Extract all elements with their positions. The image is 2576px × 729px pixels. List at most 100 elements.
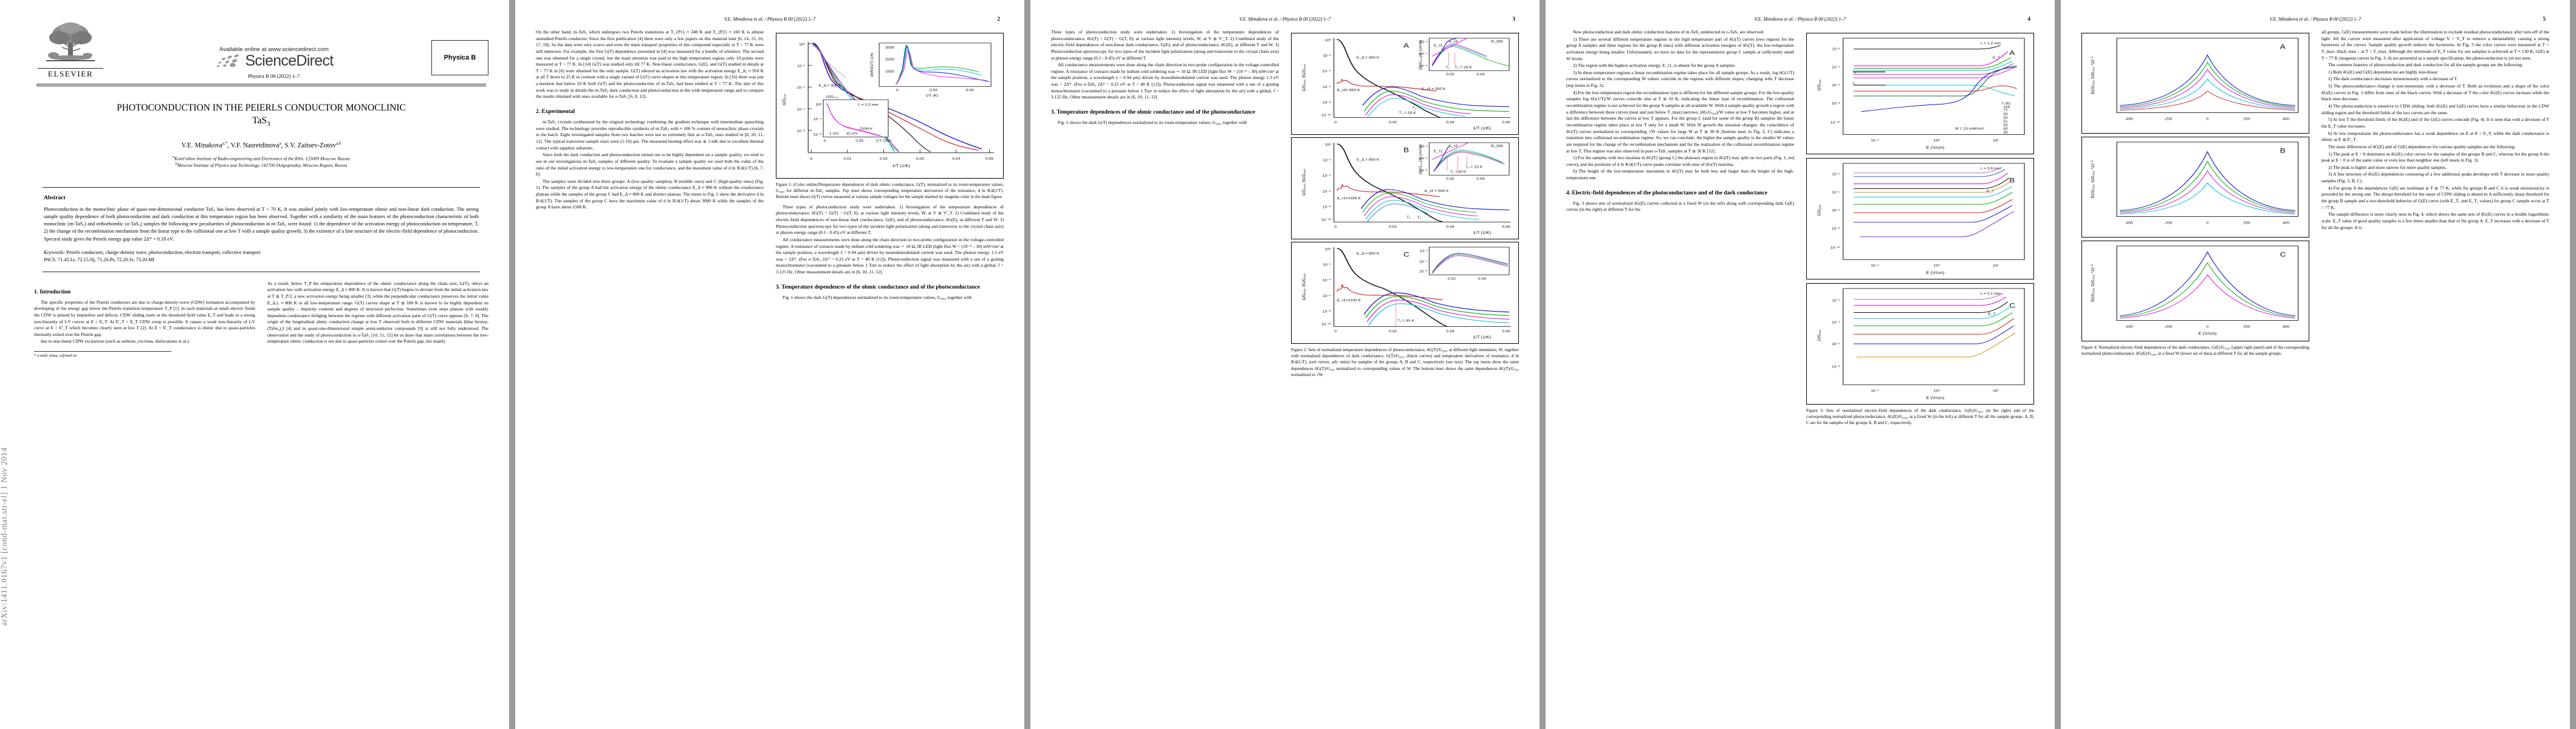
svg-text:10⁻²: 10⁻² xyxy=(1420,41,1428,44)
paragraph: 4) For the low-temperature region the re… xyxy=(1566,89,1794,154)
svg-text:0.02: 0.02 xyxy=(1448,278,1456,281)
svg-text:10⁻¹⁰: 10⁻¹⁰ xyxy=(1831,246,1841,250)
svg-text:10⁻²: 10⁻² xyxy=(1420,145,1428,148)
running-head-text: V.E. Minakova et al. / Physica B 00 (202… xyxy=(2269,16,2362,22)
page-3-column-left: Three types of photoconduction study wer… xyxy=(1051,29,1279,382)
svg-text:-400: -400 xyxy=(2125,326,2133,329)
svg-text:1000: 1000 xyxy=(885,70,895,74)
running-head-text: V.E. Minakova et al. / Physica B 00 (202… xyxy=(724,16,816,22)
svg-text:T₂: T₂ xyxy=(1852,71,1857,74)
svg-text:E (V/cm): E (V/cm) xyxy=(1926,146,1944,150)
svg-text:R_300: R_300 xyxy=(1491,40,1503,43)
paragraph: New photoconduction and dark ohmic condu… xyxy=(1573,29,1764,35)
paragraph: All conductance measurements were done a… xyxy=(1051,62,1279,100)
svg-text:10⁻²: 10⁻² xyxy=(1871,140,1879,143)
svg-text:T (K): T (K) xyxy=(2002,102,2011,105)
svg-text:0.03: 0.03 xyxy=(916,158,925,161)
page-5-columns: -400 -200 0 200 400 A δG/G₃₀₀, G/G₃₀₀, *10⁻… xyxy=(2081,29,2549,360)
svg-text:10⁰: 10⁰ xyxy=(1325,38,1332,42)
masthead: ELSEVIER Available online at www.science… xyxy=(34,19,488,79)
figure-2-panel-C: 10⁰ 10⁻² 10⁻⁴ 10⁻⁶ 10⁻⁸ 10⁻¹⁰ 0 0.02 0.04 0.06 … xyxy=(1291,242,1519,344)
pacs-label: PACS: xyxy=(44,257,57,263)
author-1: V.E. Minakova xyxy=(181,142,222,149)
paragraph: 3) A fine structure of δG(E) dependences… xyxy=(2321,171,2549,184)
affil-b-sup: b xyxy=(175,162,177,166)
paragraph: 3) In these temperature regions a linear… xyxy=(1566,69,1794,89)
page-1-column-left: 1. Introduction The specific properties … xyxy=(34,281,255,358)
paragraph: 2) The dark conductance decreases monoto… xyxy=(2328,76,2458,82)
paragraph: 2) The region with the highest activatio… xyxy=(1573,63,1736,69)
paragraph: On the other hand, m-TaS₃ which undergoe… xyxy=(536,29,764,100)
figure-4-panel-C: -400 -200 0 200 400 C δG/G₃₀₀, G/G₃₀₀, *10⁻… xyxy=(2081,241,2309,341)
svg-text:E_T: E_T xyxy=(1987,190,1995,193)
paragraph: Since both the dark conduction and photo… xyxy=(536,152,764,177)
page-4-columns: New photoconduction and dark ohmic condu… xyxy=(1566,29,2034,430)
figure-2: 10⁰ 10⁻² 10⁻⁴ 10⁻⁶ 10⁻⁸ 10⁻¹⁰ 0 0.02 0.04 0.06 … xyxy=(1291,33,1519,378)
page-2-column-left: On the other hand, m-TaS₃ which undergoe… xyxy=(536,29,764,301)
svg-text:10⁻⁶: 10⁻⁶ xyxy=(1419,169,1428,173)
figure-3B-svg: 10⁻² 10⁻⁴ 10⁻⁶ 10⁻⁸ 10⁻¹⁰ 10⁻² 10⁰ 10² E (V/c… xyxy=(1807,159,2033,279)
svg-text:0.01: 0.01 xyxy=(843,158,852,161)
svg-text:C: C xyxy=(1403,251,1410,258)
svg-text:E_Δ = 850 K: E_Δ = 850 K xyxy=(1357,159,1379,162)
svg-text:T₁ = 45 K: T₁ = 45 K xyxy=(1397,320,1414,323)
svg-text:55: 55 xyxy=(2003,117,2008,120)
running-head-page-3: V.E. Minakova et al. / Physica B 00 (202… xyxy=(1051,16,1519,22)
svg-text:E_τ2= 850 K: E_τ2= 850 K xyxy=(1337,89,1360,92)
section-2-heading: 2. Experimental xyxy=(536,109,575,115)
svg-text:0: 0 xyxy=(896,89,899,92)
svg-text:E_Δ = 850 K: E_Δ = 850 K xyxy=(1357,252,1379,255)
svg-text:10⁰: 10⁰ xyxy=(1325,143,1332,146)
svg-text:0: 0 xyxy=(1334,330,1337,334)
figure-1-plot: 10⁰ 10⁻² 10⁻⁴ 10⁻⁶ 10⁻⁸ xyxy=(776,33,1004,179)
svg-text:dlnR/d(1/T) (1/K): dlnR/d(1/T) (1/K) xyxy=(871,53,875,77)
sciencedirect-wordmark: ScienceDirect xyxy=(245,52,334,69)
svg-text:C: C xyxy=(2009,302,2015,309)
page-3-columns: Three types of photoconduction study wer… xyxy=(1051,29,1519,382)
svg-text:60: 60 xyxy=(2003,113,2008,116)
svg-text:1 mV: 1 mV xyxy=(829,132,840,135)
author-2: , V.F. Nasretdinova xyxy=(227,142,279,149)
running-head-text: V.E. Minakova et al. / Physica B 00 (202… xyxy=(1754,16,1846,22)
figure-3C-svg: 10⁻² 10⁻⁴ 10⁻⁶ 10⁻⁸ 10⁻² 10⁰ 10² E (V/cm) G/G… xyxy=(1807,284,2033,404)
page-number: 3 xyxy=(1512,16,1516,22)
svg-text:A: A xyxy=(2280,43,2286,50)
svg-text:400: 400 xyxy=(2283,118,2290,121)
svg-text:3000: 3000 xyxy=(885,46,895,49)
svg-text:0.02: 0.02 xyxy=(930,89,938,92)
page-number: 2 xyxy=(997,16,1001,22)
svg-text:0.02: 0.02 xyxy=(1389,122,1397,125)
paragraph: m-TaS₃ crystals synthesized by the origi… xyxy=(536,119,764,151)
paragraph: Fig. 3 shows sets of normalized δG(E) cu… xyxy=(1566,200,1794,213)
svg-text:C: C xyxy=(2280,251,2286,258)
paragraph: 4) For group A the dependences G(E) are … xyxy=(2321,185,2549,210)
svg-text:0.06: 0.06 xyxy=(1502,330,1511,334)
svg-text:10⁻⁶: 10⁻⁶ xyxy=(1832,343,1840,346)
svg-text:0.04: 0.04 xyxy=(952,158,961,161)
svg-text:2000: 2000 xyxy=(885,58,895,61)
svg-text:0: 0 xyxy=(2207,326,2209,329)
svg-text:10⁻⁴: 10⁻⁴ xyxy=(1419,157,1428,160)
svg-text:10⁻⁴: 10⁻⁴ xyxy=(1832,321,1840,324)
svg-text:A: A xyxy=(1403,42,1410,49)
svg-text:10⁻⁸: 10⁻⁸ xyxy=(1832,101,1840,105)
paragraph: 2) The peak is higher and more narrow fo… xyxy=(2328,164,2447,170)
paragraph: all groups. G(E) measurements were made … xyxy=(2321,29,2549,61)
section-3-heading: 3. Temperature dependences of the ohmic … xyxy=(776,284,981,290)
page-5-column-left: -400 -200 0 200 400 A δG/G₃₀₀, G/G₃₀₀, *10⁻… xyxy=(2081,29,2309,360)
svg-text:10⁻⁴: 10⁻⁴ xyxy=(1323,70,1331,74)
paragraph: 6) The height of the low-temperature max… xyxy=(1566,168,1794,181)
svg-text:T₃: T₃ xyxy=(1852,83,1857,86)
paragraph: Three types of photoconduction study wer… xyxy=(1051,29,1279,61)
svg-text:-200: -200 xyxy=(2164,222,2173,225)
paragraph: 1) Both δG(E) and G(E) dependencies are … xyxy=(2328,69,2439,75)
paragraph: All conductance measurements were done a… xyxy=(776,236,1004,275)
figure-3A-svg: 10⁻² 10⁻⁴ 10⁻⁶ 10⁻⁸ 10⁻¹⁰ 10⁻² 10⁰ 10² E (V/c… xyxy=(1807,33,2033,154)
svg-text:T₃ = 33 K: T₃ = 33 K xyxy=(1465,166,1482,169)
sciencedirect-dots-icon xyxy=(217,54,239,67)
svg-text:T₃ = 39 K: T₃ = 39 K xyxy=(1455,66,1472,69)
svg-text:E_τ1: E_τ1 xyxy=(1434,150,1443,153)
svg-text:A: A xyxy=(2009,49,2015,56)
svg-text:-400: -400 xyxy=(2125,118,2133,121)
